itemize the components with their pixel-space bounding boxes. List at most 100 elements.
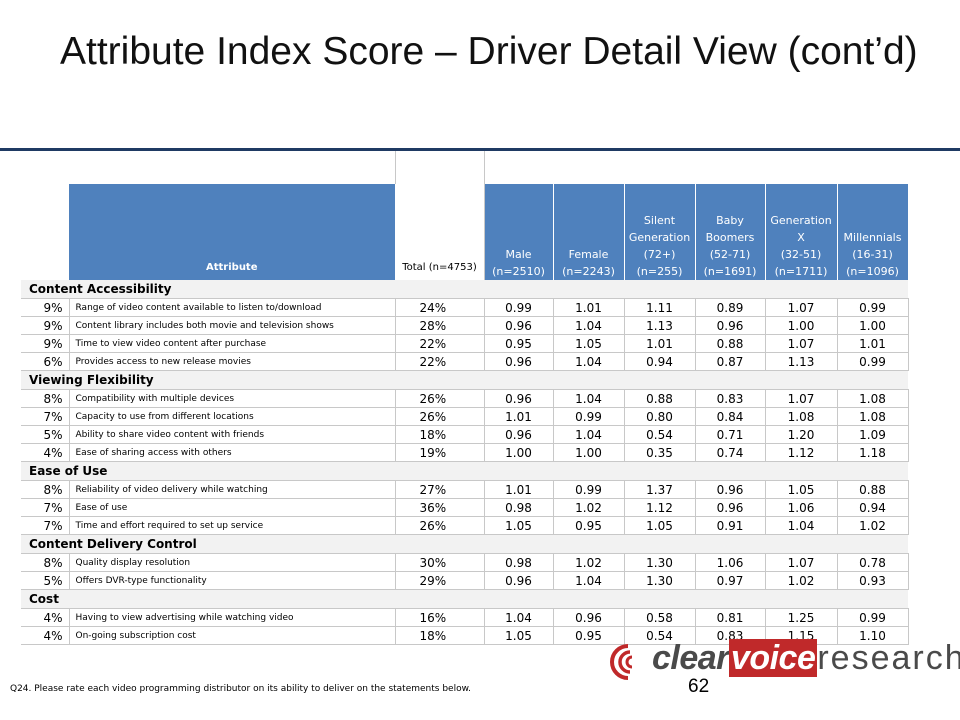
millennials-cell: 0.93: [837, 571, 909, 590]
table-row: 4% Having to view advertising while watch…: [21, 608, 909, 627]
total-cell: 19%: [395, 443, 485, 462]
statement-cell: Having to view advertising while watchin…: [69, 608, 396, 627]
boomers-cell: 1.06: [695, 553, 766, 572]
boomers-cell: 0.84: [695, 407, 766, 426]
female-cell: 1.04: [553, 425, 625, 444]
silent-cell: 0.58: [624, 608, 696, 627]
statement-cell: Provides access to new release movies: [69, 352, 396, 371]
genx-cell: 1.07: [765, 553, 838, 572]
header-divider-line: [395, 151, 396, 184]
silent-cell: 1.05: [624, 516, 696, 535]
total-cell: 27%: [395, 480, 485, 499]
male-cell: 0.96: [484, 425, 554, 444]
female-cell: 1.04: [553, 389, 625, 408]
millennials-cell: 0.99: [837, 608, 909, 627]
silent-cell: 1.12: [624, 498, 696, 517]
header-silent-generation: Silent Generation (72+) (n=255): [624, 184, 696, 280]
male-cell: 0.96: [484, 389, 554, 408]
silent-cell: 1.37: [624, 480, 696, 499]
weight-cell: 8%: [21, 553, 70, 572]
genx-cell: 1.06: [765, 498, 838, 517]
genx-cell: 1.13: [765, 352, 838, 371]
genx-cell: 1.25: [765, 608, 838, 627]
weight-cell: 7%: [21, 516, 70, 535]
statement-cell: Time to view video content after purchas…: [69, 334, 396, 353]
weight-cell: 5%: [21, 425, 70, 444]
genx-cell: 1.05: [765, 480, 838, 499]
silent-cell: 0.80: [624, 407, 696, 426]
silent-cell: 0.54: [624, 425, 696, 444]
genx-cell: 1.02: [765, 571, 838, 590]
genx-cell: 1.08: [765, 407, 838, 426]
group-row: Content Delivery Control: [21, 534, 908, 554]
boomers-cell: 0.74: [695, 443, 766, 462]
weight-cell: 9%: [21, 334, 70, 353]
table-row: 8% Quality display resolution 30% 0.98 1.02 1…: [21, 553, 909, 572]
male-cell: 1.00: [484, 443, 554, 462]
female-cell: 0.95: [553, 626, 625, 645]
header-attribute: Attribute: [69, 184, 396, 280]
footnote: Q24. Please rate each video programming …: [10, 684, 471, 694]
female-cell: 0.99: [553, 407, 625, 426]
millennials-cell: 1.09: [837, 425, 909, 444]
boomers-cell: 0.96: [695, 498, 766, 517]
group-row: Viewing Flexibility: [21, 370, 908, 390]
header-blank-cell: [21, 184, 69, 280]
statement-cell: Range of video content available to list…: [69, 298, 396, 317]
table-row: 7% Ease of use 36% 0.98 1.02 1.12 0.96 1.06 0.94: [21, 498, 909, 517]
silent-cell: 1.30: [624, 553, 696, 572]
genx-cell: 1.07: [765, 389, 838, 408]
millennials-cell: 0.99: [837, 352, 909, 371]
attribute-index-table: Attribute Total (n=4753) Male (n=2510) F…: [21, 184, 909, 645]
millennials-cell: 1.18: [837, 443, 909, 462]
total-cell: 22%: [395, 352, 485, 371]
total-cell: 28%: [395, 316, 485, 335]
male-cell: 0.96: [484, 352, 554, 371]
group-label: Content Delivery Control: [21, 534, 908, 554]
female-cell: 1.02: [553, 553, 625, 572]
weight-cell: 5%: [21, 571, 70, 590]
millennials-cell: 1.10: [837, 626, 909, 645]
total-cell: 30%: [395, 553, 485, 572]
boomers-cell: 0.71: [695, 425, 766, 444]
table-row: 9% Range of video content available to li…: [21, 298, 909, 317]
statement-cell: Offers DVR-type functionality: [69, 571, 396, 590]
statement-cell: Time and effort required to set up servi…: [69, 516, 396, 535]
table-row: 7% Time and effort required to set up ser…: [21, 516, 909, 535]
total-cell: 26%: [395, 407, 485, 426]
total-cell: 26%: [395, 389, 485, 408]
silent-cell: 0.94: [624, 352, 696, 371]
total-cell: 18%: [395, 626, 485, 645]
table-row: 9% Time to view video content after purch…: [21, 334, 909, 353]
female-cell: 0.99: [553, 480, 625, 499]
female-cell: 1.00: [553, 443, 625, 462]
genx-cell: 1.00: [765, 316, 838, 335]
male-cell: 0.98: [484, 498, 554, 517]
female-cell: 1.05: [553, 334, 625, 353]
genx-cell: 1.20: [765, 425, 838, 444]
group-label: Cost: [21, 589, 908, 609]
male-cell: 0.95: [484, 334, 554, 353]
genx-cell: 1.04: [765, 516, 838, 535]
group-label: Content Accessibility: [21, 280, 908, 299]
millennials-cell: 1.00: [837, 316, 909, 335]
total-cell: 18%: [395, 425, 485, 444]
weight-cell: 9%: [21, 316, 70, 335]
header-male: Male (n=2510): [484, 184, 554, 280]
female-cell: 1.04: [553, 571, 625, 590]
male-cell: 1.04: [484, 608, 554, 627]
page-title: Attribute Index Score – Driver Detail Vi…: [60, 30, 918, 73]
boomers-cell: 0.97: [695, 571, 766, 590]
table-row: 5% Offers DVR-type functionality 29% 0.96 1.…: [21, 571, 909, 590]
millennials-cell: 1.08: [837, 407, 909, 426]
female-cell: 1.04: [553, 352, 625, 371]
weight-cell: 4%: [21, 608, 70, 627]
speech-waves-icon: [610, 644, 633, 680]
silent-cell: 1.30: [624, 571, 696, 590]
male-cell: 1.01: [484, 480, 554, 499]
total-cell: 29%: [395, 571, 485, 590]
male-cell: 0.98: [484, 553, 554, 572]
statement-cell: Reliability of video delivery while watc…: [69, 480, 396, 499]
silent-cell: 1.13: [624, 316, 696, 335]
boomers-cell: 0.83: [695, 389, 766, 408]
